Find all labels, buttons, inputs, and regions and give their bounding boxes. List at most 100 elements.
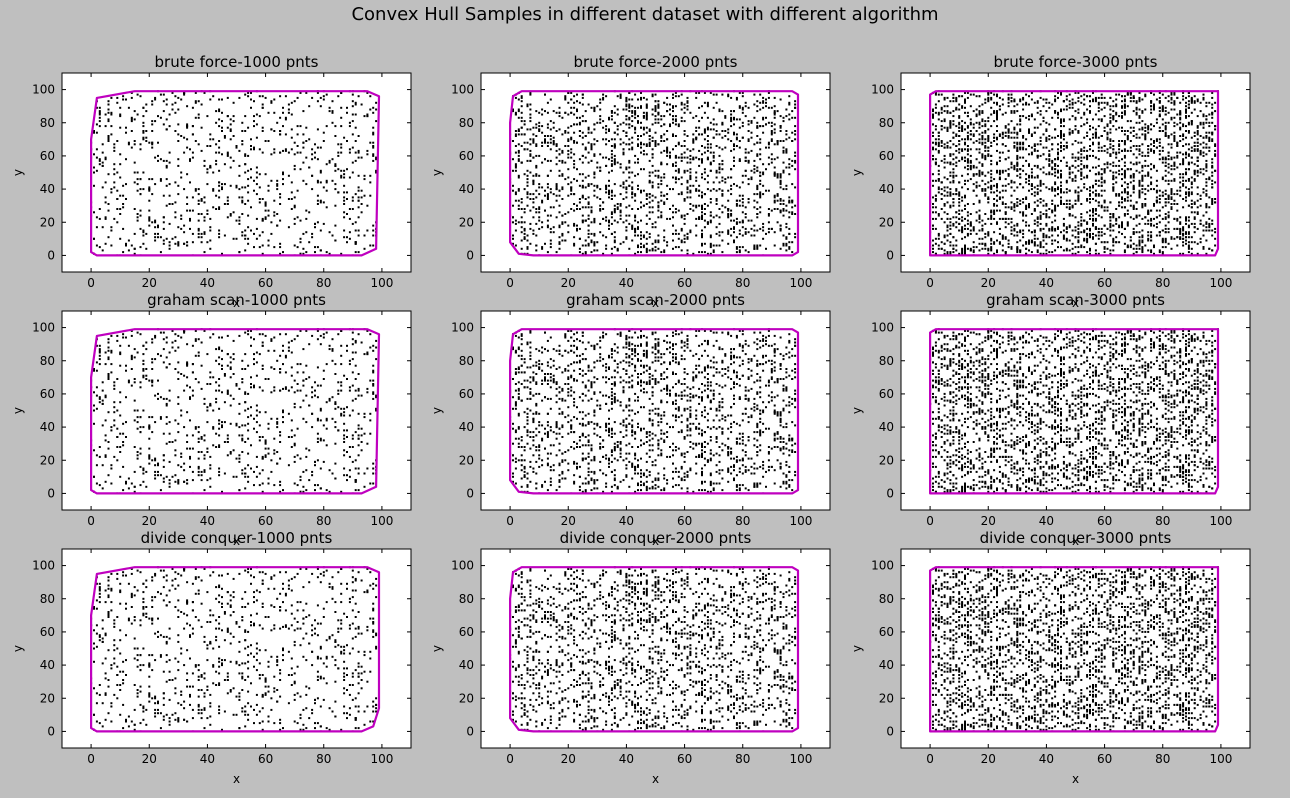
data-point (964, 111, 966, 114)
data-point (616, 125, 619, 128)
data-point (1019, 148, 1022, 151)
data-point (744, 148, 747, 151)
data-point (162, 239, 165, 242)
data-point (1182, 173, 1185, 176)
data-point (538, 208, 541, 210)
data-point (619, 211, 622, 214)
data-point (532, 140, 535, 142)
data-point (788, 113, 791, 116)
data-point (1019, 211, 1022, 214)
data-point (148, 216, 151, 219)
data-point (529, 128, 532, 131)
data-point (1100, 204, 1103, 207)
data-point (990, 209, 993, 212)
data-point (686, 252, 689, 255)
data-point (340, 252, 343, 255)
data-point (261, 217, 264, 220)
data-point (984, 154, 987, 157)
y-tick-label: 80 (459, 116, 474, 130)
data-point (1135, 136, 1138, 139)
data-point (209, 226, 212, 229)
data-point (1103, 247, 1106, 250)
data-point (952, 120, 955, 123)
data-point (241, 213, 244, 215)
data-point (631, 196, 634, 199)
data-point (996, 163, 998, 166)
data-point (581, 136, 584, 139)
data-point (663, 239, 666, 242)
data-point (581, 131, 584, 134)
data-point (573, 244, 576, 247)
data-point (1033, 143, 1036, 146)
data-point (677, 168, 680, 171)
data-point (657, 201, 660, 204)
data-point (674, 118, 677, 121)
data-point (593, 249, 596, 252)
data-point (703, 101, 706, 104)
data-point (1211, 131, 1214, 134)
data-point (785, 209, 788, 212)
data-point (709, 221, 712, 224)
y-tick-label: 60 (459, 149, 474, 163)
data-point (715, 203, 718, 205)
data-point (1185, 239, 1187, 242)
data-point (1179, 216, 1182, 219)
data-point (1103, 168, 1106, 171)
data-point (206, 183, 209, 186)
data-point (709, 236, 712, 239)
data-point (287, 174, 290, 177)
data-point (357, 196, 360, 199)
data-point (756, 125, 759, 128)
data-point (255, 171, 258, 174)
data-point (218, 189, 221, 192)
data-point (637, 234, 639, 237)
data-point (1089, 110, 1091, 113)
data-point (949, 123, 952, 126)
data-point (1118, 148, 1121, 151)
data-point (279, 196, 282, 199)
data-point (593, 123, 596, 126)
data-point (125, 198, 127, 200)
data-point (264, 216, 267, 219)
data-point (558, 236, 561, 239)
data-point (1042, 236, 1045, 239)
data-point (625, 188, 628, 191)
data-point (343, 196, 346, 199)
data-point (526, 141, 529, 144)
data-point (168, 247, 171, 250)
data-point (672, 239, 674, 242)
data-point (1036, 101, 1039, 104)
data-point (1187, 204, 1190, 207)
axes-frame (480, 72, 831, 273)
data-point (1054, 136, 1057, 139)
data-point (159, 178, 162, 181)
data-point (741, 201, 744, 204)
data-point (1092, 217, 1094, 220)
data-point (932, 247, 934, 250)
data-point (279, 219, 282, 222)
data-point (1054, 206, 1057, 209)
data-point (1164, 224, 1167, 227)
data-point (1013, 131, 1016, 134)
data-point (958, 193, 961, 196)
data-point (943, 110, 946, 113)
data-point (1089, 138, 1091, 141)
data-point (1010, 232, 1013, 235)
data-point (1208, 224, 1211, 227)
data-point (351, 133, 354, 136)
data-point (735, 138, 738, 141)
data-point (1208, 229, 1211, 232)
data-point (642, 133, 645, 136)
data-point (322, 131, 325, 134)
data-point (555, 186, 558, 189)
data-point (1138, 231, 1141, 234)
data-point (689, 208, 692, 210)
data-point (987, 138, 990, 141)
data-point (590, 159, 593, 162)
data-point (351, 113, 354, 116)
data-point (351, 222, 354, 225)
data-point (978, 169, 981, 172)
data-point (113, 146, 116, 149)
data-point (1071, 204, 1074, 207)
data-point (1103, 201, 1106, 204)
